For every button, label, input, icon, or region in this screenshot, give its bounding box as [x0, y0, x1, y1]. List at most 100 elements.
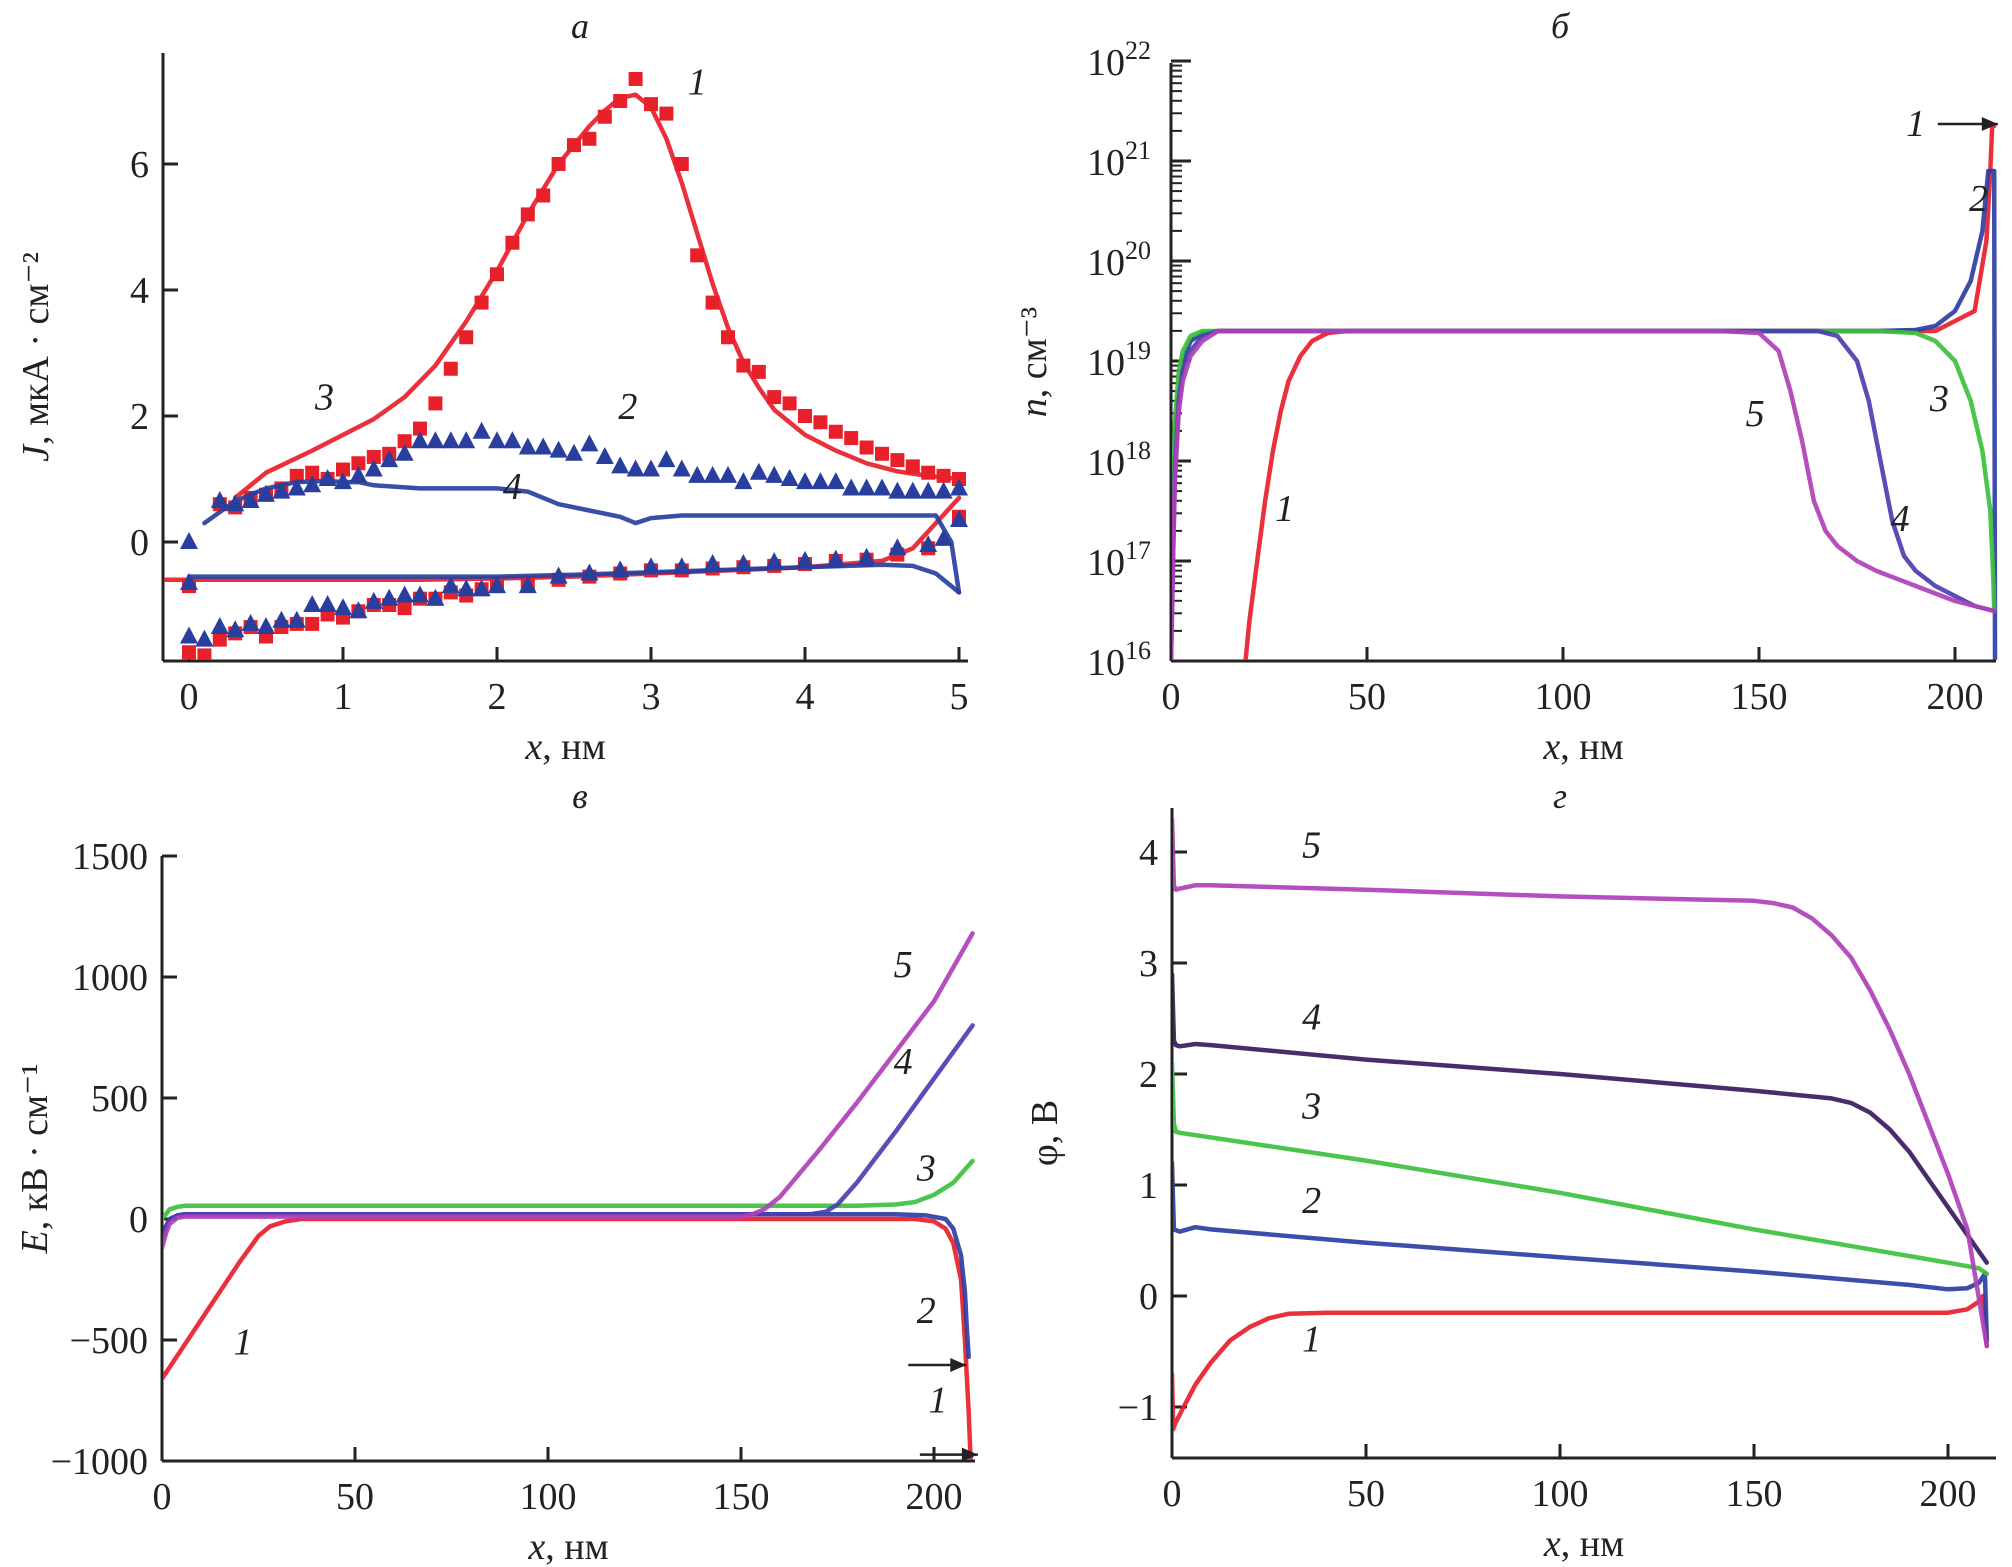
data-point-square — [428, 396, 443, 411]
x-tick-label: 150 — [713, 1476, 770, 1518]
series-line-1 — [1243, 123, 1997, 660]
series-line-5 — [1172, 328, 1997, 660]
data-point-triangle — [395, 585, 414, 603]
curve-label: 1 — [1302, 1319, 1321, 1361]
data-point-triangle — [734, 472, 753, 490]
data-point-square — [351, 456, 366, 471]
curve-label: 1 — [688, 62, 707, 104]
data-point-triangle — [534, 437, 553, 455]
data-point-triangle — [287, 610, 306, 628]
data-point-square — [551, 157, 566, 171]
data-point-square — [828, 424, 843, 439]
data-point-triangle — [380, 588, 399, 606]
data-point-triangle — [688, 465, 707, 483]
data-point-square — [674, 157, 689, 171]
data-point-square — [397, 434, 412, 449]
data-point-square — [844, 431, 859, 446]
data-point-square — [736, 358, 751, 373]
data-point-square — [597, 109, 612, 124]
curve-label: 4 — [1891, 498, 1910, 540]
data-point-triangle — [888, 538, 907, 556]
curve-label: 2 — [1969, 178, 1988, 220]
data-point-triangle — [749, 462, 768, 480]
data-point-triangle — [364, 591, 383, 609]
data-point-triangle — [411, 431, 429, 449]
data-point-square — [336, 462, 350, 477]
plot-area — [1173, 816, 1990, 1432]
data-point-triangle — [395, 443, 414, 461]
y-tick-label: 1 — [1139, 1165, 1158, 1207]
y-tick-label: 2 — [1139, 1054, 1158, 1096]
data-point-triangle — [565, 443, 583, 461]
data-point-triangle — [826, 472, 845, 490]
y-axis-label: n, см⁻³ — [1013, 307, 1055, 417]
y-tick-label: 1018 — [1087, 436, 1151, 484]
x-tick-label: 150 — [1731, 676, 1788, 718]
x-tick-label: 200 — [906, 1476, 963, 1518]
data-point-triangle — [334, 598, 352, 616]
data-point-square — [767, 390, 782, 405]
series-line-5 — [1173, 816, 1990, 1349]
curve-label: 3 — [1929, 378, 1949, 420]
data-point-triangle — [411, 585, 429, 603]
x-axis-label: x, нм — [527, 1526, 608, 1567]
data-point-square — [505, 235, 520, 250]
x-tick-label: 3 — [642, 676, 661, 718]
data-point-square — [890, 453, 905, 468]
series-line-3 — [163, 1158, 975, 1222]
data-point-triangle — [180, 572, 198, 590]
y-tick-label: 0 — [129, 1199, 148, 1241]
series-line-5 — [163, 931, 975, 1251]
series-line-1 — [163, 1216, 973, 1460]
data-point-triangle — [180, 532, 198, 549]
data-point-square — [305, 616, 320, 631]
panel-title: б — [1551, 6, 1571, 46]
data-point-triangle — [518, 437, 537, 455]
plot-area — [163, 931, 975, 1460]
data-point-triangle — [349, 601, 368, 619]
x-tick-label: 0 — [153, 1476, 172, 1518]
curve-label: 2 — [1302, 1180, 1321, 1222]
data-point-triangle — [441, 576, 460, 594]
x-tick-label: 2 — [488, 676, 507, 718]
data-point-square — [644, 97, 658, 112]
data-point-triangle — [257, 617, 275, 635]
y-axis-label: J, мкА · см⁻² — [15, 252, 57, 462]
data-point-triangle — [426, 588, 445, 606]
data-point-triangle — [873, 478, 891, 496]
x-tick-label: 0 — [1163, 1473, 1182, 1515]
panel-title: г — [1553, 776, 1567, 816]
y-tick-label: 2 — [130, 396, 149, 438]
y-tick-label: −1000 — [51, 1441, 148, 1483]
plot-area — [164, 71, 968, 660]
data-point-triangle — [210, 617, 229, 635]
data-point-triangle — [642, 459, 660, 477]
data-point-square — [520, 207, 535, 222]
curve-label: 3 — [916, 1147, 936, 1189]
data-point-triangle — [780, 469, 799, 486]
curve-label: 4 — [894, 1041, 913, 1083]
curve-label: 4 — [503, 466, 522, 508]
data-point-square — [443, 361, 458, 376]
y-tick-label: 1019 — [1087, 336, 1151, 384]
x-tick-label: 200 — [1920, 1473, 1977, 1515]
data-point-triangle — [441, 431, 460, 449]
series-line-3 — [1172, 328, 1997, 660]
data-point-triangle — [457, 579, 476, 597]
data-point-triangle — [703, 554, 722, 572]
data-point-triangle — [241, 491, 260, 509]
data-point-triangle — [765, 552, 784, 570]
curve-label: 1 — [1906, 103, 1925, 145]
curve-label: 5 — [894, 944, 913, 986]
data-point-triangle — [488, 576, 506, 594]
data-point-square — [875, 446, 889, 461]
panel-title: в — [572, 776, 588, 816]
x-tick-label: 50 — [336, 1476, 374, 1518]
x-tick-label: 50 — [1348, 676, 1386, 718]
data-point-triangle — [287, 478, 306, 496]
arrowhead-icon — [950, 1358, 967, 1373]
y-tick-label: 1022 — [1087, 36, 1151, 84]
x-tick-label: 100 — [1535, 676, 1592, 718]
data-point-triangle — [919, 481, 938, 499]
data-point-triangle — [857, 478, 876, 496]
